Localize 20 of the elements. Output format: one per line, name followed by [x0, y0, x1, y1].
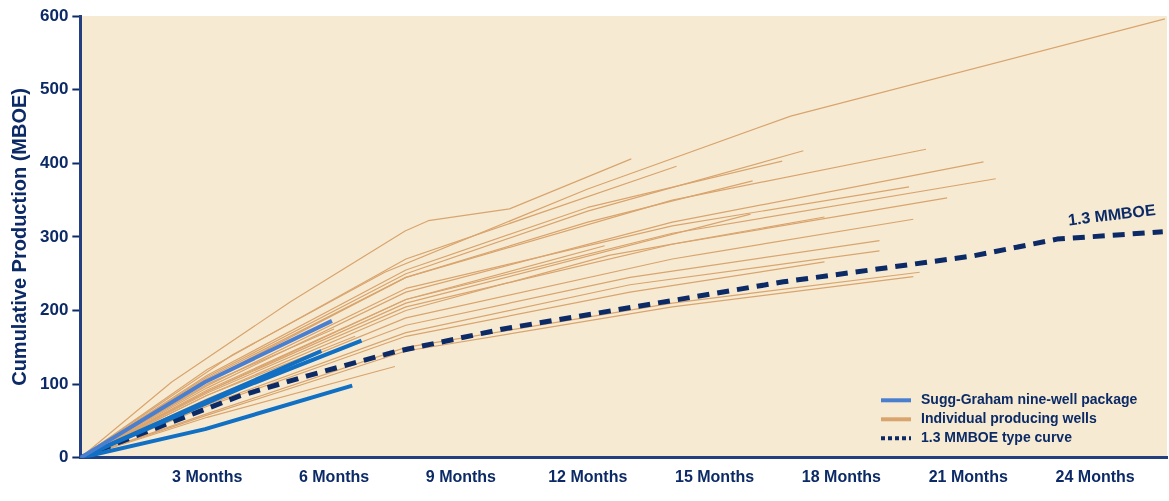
- y-axis-title: Cumulative Production (MBOE): [7, 88, 30, 386]
- x-tick-label: 9 Months: [425, 467, 497, 485]
- x-tick-label: 12 Months: [548, 467, 628, 485]
- x-tick-label: 18 Months: [801, 467, 882, 485]
- x-tick-label: 24 Months: [1055, 467, 1135, 485]
- y-tick-label: 500: [39, 79, 69, 99]
- x-tick-label: 21 Months: [928, 467, 1008, 485]
- y-tick-label: 0: [58, 447, 69, 467]
- x-tick-label: 15 Months: [675, 467, 755, 485]
- y-tick-label: 100: [39, 373, 69, 393]
- y-tick-label: 400: [39, 152, 69, 172]
- x-tick-label: 3 Months: [172, 467, 243, 485]
- x-tick-label: 6 Months: [298, 467, 370, 485]
- y-tick-label: 300: [39, 226, 69, 246]
- legend-label: Individual producing wells: [921, 410, 1098, 427]
- y-tick-label: 200: [39, 300, 69, 320]
- legend-label: Sugg-Graham nine-well package: [921, 391, 1138, 408]
- legend-label: 1.3 MMBOE type curve: [921, 429, 1073, 446]
- y-tick-label: 600: [39, 5, 69, 25]
- annotation: 1.3 MMBOE: [1066, 200, 1157, 229]
